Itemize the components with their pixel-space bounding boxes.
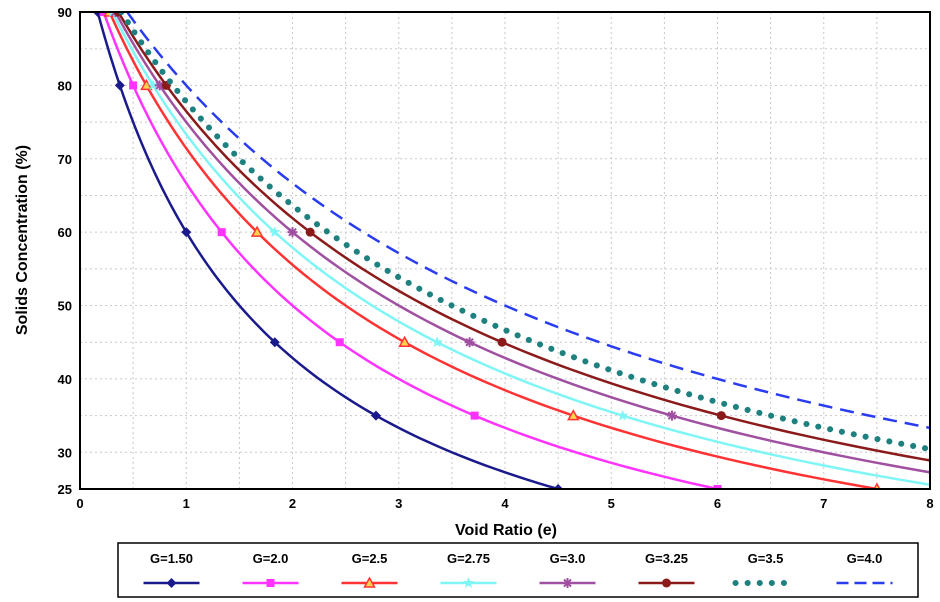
legend-label: G=2.0	[253, 551, 289, 566]
legend-label: G=1.50	[150, 551, 193, 566]
data-point-g-2-5	[398, 335, 411, 347]
x-tick-label: 3	[395, 496, 402, 511]
data-point-g-2-0	[99, 12, 108, 16]
series-line-g-3-0	[114, 12, 930, 474]
legend-marker	[562, 578, 573, 588]
series-g-1-50	[92, 12, 564, 489]
data-point-g-1-50	[181, 227, 192, 238]
x-tick-label: 1	[183, 496, 190, 511]
series-g-3-5	[118, 12, 930, 453]
legend-label: G=3.25	[645, 551, 688, 566]
series-g-2-5	[103, 12, 881, 489]
data-point-g-3-0	[666, 410, 677, 421]
legend-marker	[166, 578, 177, 588]
x-tick-label: 0	[76, 496, 83, 511]
y-tick-labels: 25 30 40 50 60 70 80 90	[58, 5, 72, 497]
series-line-g-2-75	[111, 12, 930, 486]
x-tick-label: 7	[820, 496, 827, 511]
x-axis-title: Void Ratio (e)	[455, 522, 557, 539]
series-g-2-75	[108, 12, 930, 486]
y-tick-label: 90	[58, 5, 72, 20]
series-line-g-2-0	[102, 12, 718, 489]
legend-label: G=3.0	[550, 551, 586, 566]
x-tick-label: 8	[926, 496, 933, 511]
data-point-g-3-0	[287, 227, 298, 238]
series-line-g-1-50	[96, 12, 559, 489]
data-point-g-1-50	[114, 80, 125, 91]
series-g-2-0	[99, 12, 722, 489]
data-point-g-2-5	[250, 225, 264, 237]
data-point-g-1-50	[553, 484, 564, 489]
series-line-g-3-25	[117, 12, 930, 462]
data-point-g-2-5	[567, 409, 580, 421]
legend-marker	[363, 576, 376, 588]
series-g-3-25	[113, 12, 930, 462]
y-tick-label: 30	[58, 445, 72, 460]
data-point-g-2-75	[616, 409, 629, 421]
legend-label: G=2.5	[352, 551, 388, 566]
legend-marker	[266, 579, 275, 587]
chart-legend: G=1.50 G=2.0 G=2.5 G=2.75 G=3.0 G=3.25 G=3.5 G=…	[117, 542, 919, 598]
x-tick-label: 5	[608, 496, 615, 511]
data-point-g-2-5	[140, 78, 153, 91]
data-point-g-1-50	[370, 410, 381, 421]
series-g-3-0	[110, 12, 930, 474]
y-tick-label: 70	[58, 152, 72, 167]
y-tick-label: 50	[58, 299, 72, 314]
data-point-g-3-25	[305, 227, 315, 237]
data-point-g-2-0	[217, 228, 226, 237]
legend-frame	[117, 542, 919, 598]
y-tick-label: 60	[58, 225, 72, 240]
data-point-g-3-25	[716, 411, 726, 421]
y-tick-label: 80	[58, 78, 72, 93]
data-point-g-3-0	[464, 337, 475, 348]
data-point-g-2-0	[470, 411, 479, 420]
chart-grid	[80, 12, 930, 489]
plot-frame	[79, 11, 931, 490]
y-tick-label: 25	[58, 482, 72, 497]
chart-series-group	[92, 12, 930, 489]
legend-label: G=4.0	[847, 551, 883, 566]
x-tick-label: 4	[501, 496, 509, 511]
data-point-g-3-25	[497, 337, 507, 347]
data-point-g-2-0	[713, 485, 722, 489]
data-point-g-2-75	[269, 226, 281, 237]
series-g-4-0	[126, 12, 930, 430]
data-point-g-1-50	[269, 337, 280, 348]
x-tick-label: 6	[714, 496, 721, 511]
series-line-g-4-0	[126, 12, 930, 430]
legend-marker	[462, 577, 475, 588]
legend-label: G=3.5	[748, 551, 784, 566]
x-tick-label: 2	[289, 496, 296, 511]
data-point-g-2-75	[431, 336, 443, 348]
legend-marker	[662, 578, 671, 588]
series-line-g-2-5	[108, 12, 878, 489]
data-point-g-2-75	[147, 79, 159, 91]
x-tick-labels: 0 1 2 3 4 5 6 7 8	[76, 496, 933, 511]
data-point-g-2-0	[129, 81, 138, 90]
y-axis-title: Solids Concentration (%)	[14, 145, 31, 335]
series-line-g-3-5	[118, 12, 930, 453]
y-tick-label: 40	[58, 372, 72, 387]
legend-label: G=2.75	[447, 551, 490, 566]
data-point-g-2-0	[335, 338, 344, 347]
